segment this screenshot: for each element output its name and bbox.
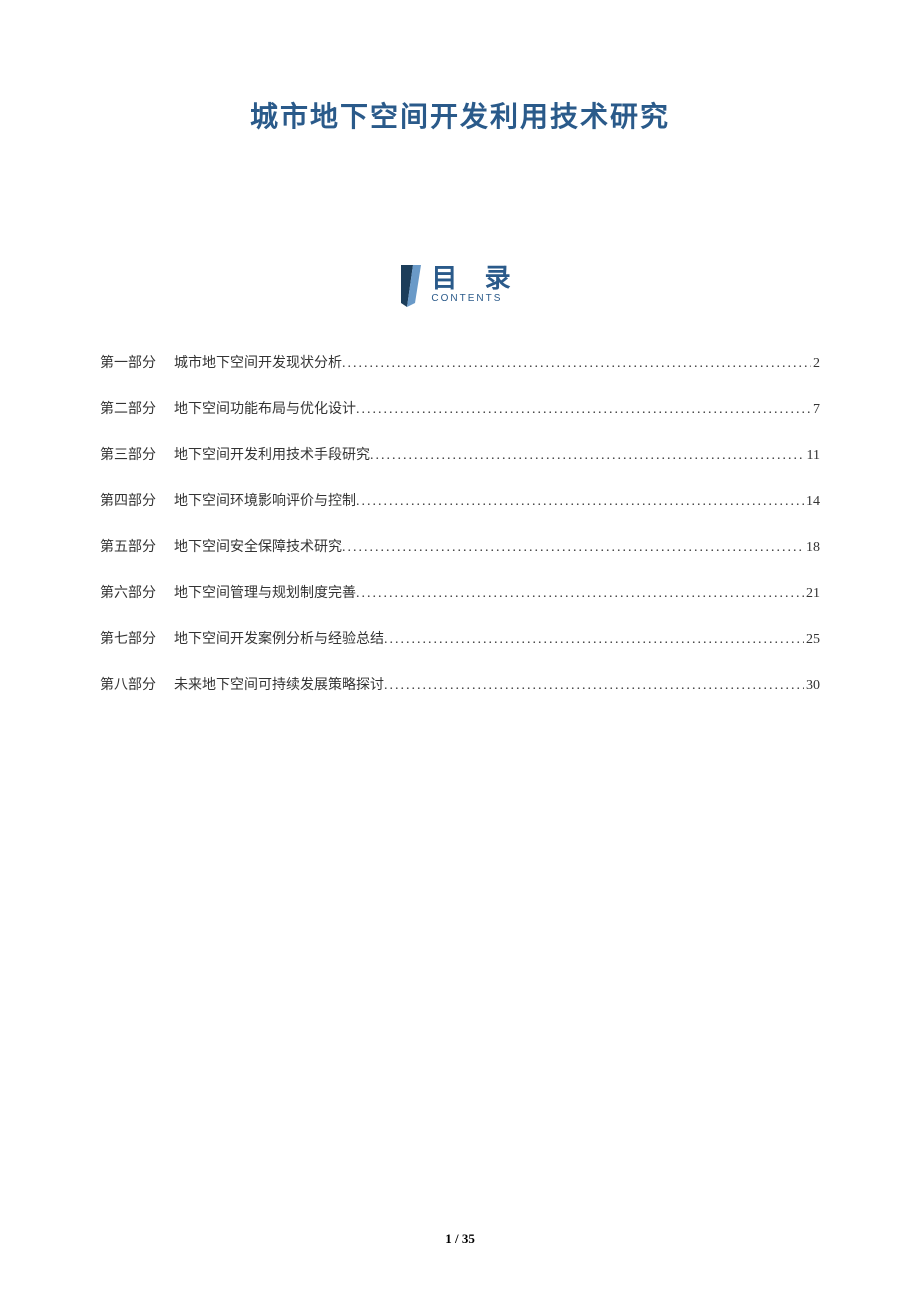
- toc-dots: [356, 402, 811, 418]
- toc-page-number: 11: [807, 448, 820, 464]
- toc-part-label: 第六部分: [100, 582, 156, 602]
- toc-chapter-title: 地下空间环境影响评价与控制: [174, 490, 356, 510]
- toc-chapter-title: 未来地下空间可持续发展策略探讨: [174, 674, 384, 694]
- document-title: 城市地下空间开发利用技术研究: [100, 95, 820, 135]
- toc-entry: 第一部分 城市地下空间开发现状分析 2: [100, 352, 820, 372]
- toc-part-label: 第四部分: [100, 490, 156, 510]
- page-separator: /: [452, 1231, 462, 1246]
- toc-dots: [384, 678, 804, 694]
- page-footer: 1 / 35: [0, 1231, 920, 1247]
- toc-dots: [342, 540, 804, 556]
- toc-entry: 第八部分 未来地下空间可持续发展策略探讨 30: [100, 674, 820, 694]
- toc-dots: [356, 586, 804, 602]
- toc-chapter-title: 地下空间管理与规划制度完善: [174, 582, 356, 602]
- toc-entry: 第二部分 地下空间功能布局与优化设计 7: [100, 398, 820, 418]
- toc-part-label: 第二部分: [100, 398, 156, 418]
- toc-entry: 第七部分 地下空间开发案例分析与经验总结 25: [100, 628, 820, 648]
- toc-dots: [342, 356, 811, 372]
- toc-part-label: 第一部分: [100, 352, 156, 372]
- toc-label-chinese: 目 录: [431, 265, 520, 291]
- toc-part-label: 第七部分: [100, 628, 156, 648]
- toc-icon: [399, 265, 423, 307]
- document-page: 城市地下空间开发利用技术研究 目 录 CONTENTS 第一部分 城市地下空间开…: [0, 0, 920, 1302]
- toc-page-number: 18: [806, 540, 820, 556]
- toc-page-number: 14: [806, 494, 820, 510]
- toc-page-number: 7: [813, 402, 820, 418]
- toc-page-number: 25: [806, 632, 820, 648]
- toc-dots: [356, 494, 804, 510]
- toc-label-english: CONTENTS: [431, 293, 502, 304]
- toc-chapter-title: 城市地下空间开发现状分析: [174, 352, 342, 372]
- toc-chapter-title: 地下空间开发案例分析与经验总结: [174, 628, 384, 648]
- toc-page-number: 30: [806, 678, 820, 694]
- total-pages: 35: [462, 1231, 475, 1246]
- toc-page-number: 21: [806, 586, 820, 602]
- toc-chapter-title: 地下空间安全保障技术研究: [174, 536, 342, 556]
- toc-part-label: 第五部分: [100, 536, 156, 556]
- toc-header: 目 录 CONTENTS: [100, 265, 820, 307]
- toc-dots: [384, 632, 804, 648]
- toc-list: 第一部分 城市地下空间开发现状分析 2 第二部分 地下空间功能布局与优化设计 7…: [100, 352, 820, 694]
- toc-entry: 第三部分 地下空间开发利用技术手段研究 11: [100, 444, 820, 464]
- toc-entry: 第五部分 地下空间安全保障技术研究 18: [100, 536, 820, 556]
- toc-part-label: 第八部分: [100, 674, 156, 694]
- toc-entry: 第四部分 地下空间环境影响评价与控制 14: [100, 490, 820, 510]
- toc-page-number: 2: [813, 356, 820, 372]
- toc-entry: 第六部分 地下空间管理与规划制度完善 21: [100, 582, 820, 602]
- toc-part-label: 第三部分: [100, 444, 156, 464]
- toc-dots: [370, 448, 805, 464]
- toc-chapter-title: 地下空间功能布局与优化设计: [174, 398, 356, 418]
- toc-chapter-title: 地下空间开发利用技术手段研究: [174, 444, 370, 464]
- toc-labels: 目 录 CONTENTS: [431, 265, 520, 304]
